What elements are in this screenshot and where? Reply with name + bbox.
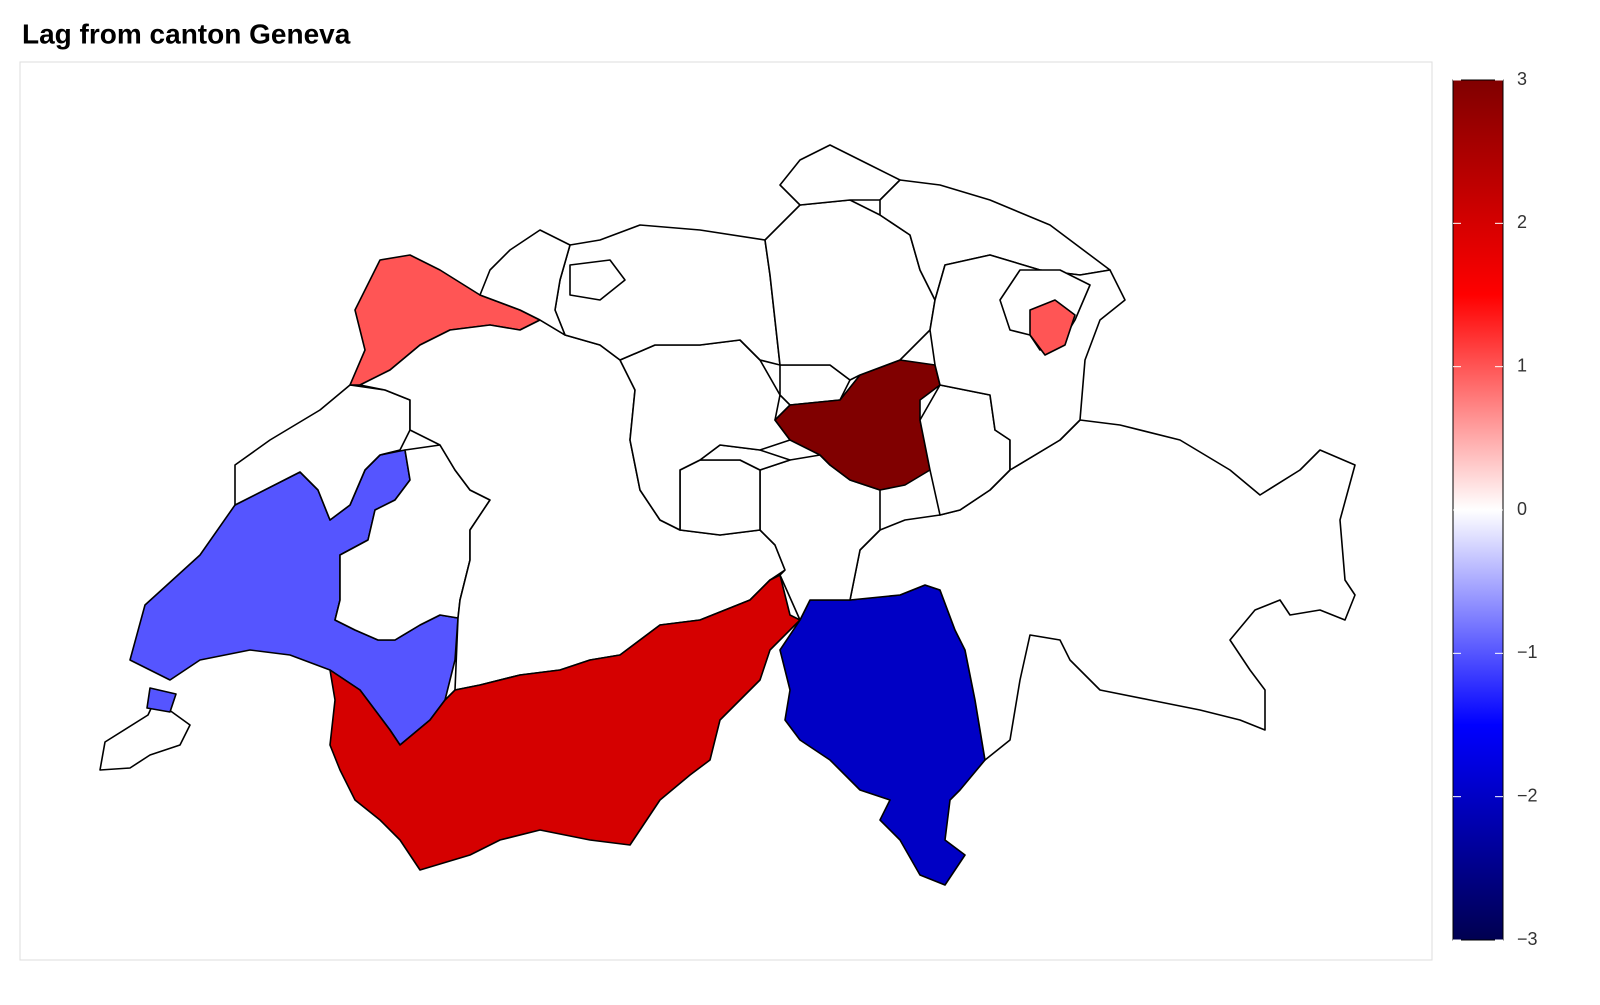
canton [329,574,801,871]
colorbar-tick-label: −3 [1517,929,1538,949]
canton [569,259,626,301]
colorbar-tick-label: 3 [1517,69,1527,89]
canton [759,454,881,621]
colorbar-tick-label: 2 [1517,212,1527,232]
canton [1029,299,1076,356]
colorbar-tick-label: −1 [1517,642,1538,662]
map-title: Lag from canton Geneva [22,18,351,49]
colorbar-tick-label: 1 [1517,355,1527,375]
colorbar-tick-label: −2 [1517,785,1538,805]
canton [99,699,191,771]
canton [679,459,761,536]
panel [19,61,1433,961]
colorbar-tick-label: 0 [1517,499,1527,519]
canton [234,384,411,521]
canton [779,144,901,206]
canton [479,229,571,336]
colorbar [1452,79,1504,941]
